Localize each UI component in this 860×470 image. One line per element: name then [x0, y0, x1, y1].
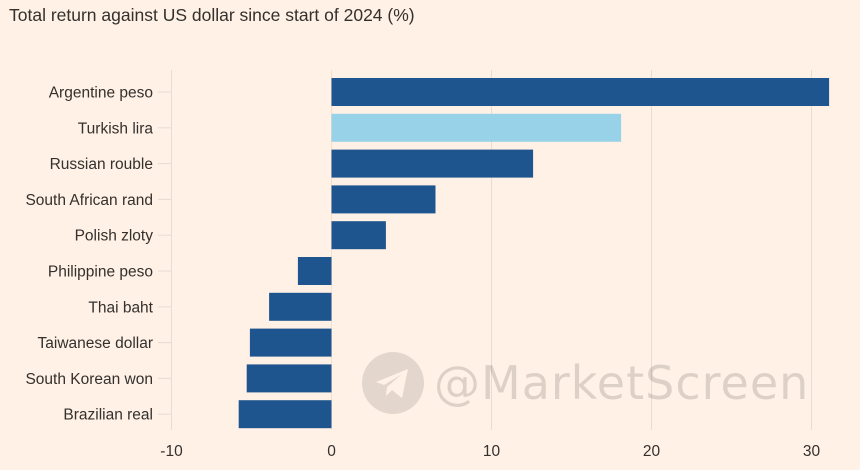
x-tick-labels: -10 0 10 20 30: [160, 443, 820, 460]
category-label: South Korean won: [25, 371, 153, 388]
bar-taiwanese-dollar: [249, 328, 332, 357]
bar-polish-zloty: [331, 221, 386, 250]
bar-russian-rouble: [331, 149, 534, 178]
bars: [238, 78, 830, 429]
gridlines: [171, 70, 812, 430]
x-tick-label: 10: [483, 443, 501, 460]
category-label: Taiwanese dollar: [38, 335, 153, 352]
x-tick-label: 0: [327, 443, 336, 460]
category-label: Philippine peso: [48, 264, 153, 281]
bar-philippine-peso: [297, 257, 332, 285]
x-tick-label: -10: [160, 443, 183, 460]
category-label: Argentine peso: [49, 85, 153, 102]
bar-south-african-rand: [331, 185, 436, 214]
x-tick-label: 30: [803, 443, 821, 460]
category-label: Polish zloty: [75, 228, 154, 245]
chart-title: Total return against US dollar since sta…: [9, 5, 415, 25]
category-label: Turkish lira: [78, 120, 154, 137]
bar-south-korean-won: [246, 364, 332, 393]
category-label: Russian rouble: [50, 156, 153, 173]
category-label: South African rand: [25, 192, 153, 209]
category-labels: Argentine peso Turkish lira Russian rouble…: [25, 85, 171, 424]
bar-brazilian-real: [238, 400, 332, 429]
category-label: Brazilian real: [63, 407, 153, 424]
bar-thai-baht: [269, 292, 332, 321]
category-label: Thai baht: [88, 299, 153, 316]
bar-turkish-lira: [331, 113, 622, 142]
bar-argentine-peso: [331, 78, 830, 106]
x-tick-label: 20: [643, 443, 661, 460]
